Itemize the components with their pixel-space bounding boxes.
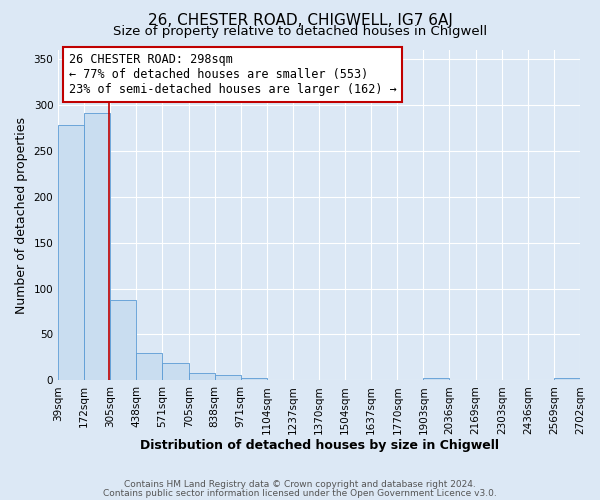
Bar — [136, 353, 163, 380]
Text: 26, CHESTER ROAD, CHIGWELL, IG7 6AJ: 26, CHESTER ROAD, CHIGWELL, IG7 6AJ — [148, 12, 452, 28]
Y-axis label: Number of detached properties: Number of detached properties — [15, 116, 28, 314]
Bar — [163, 363, 188, 380]
Bar — [110, 300, 136, 380]
Bar — [84, 114, 110, 380]
Bar — [58, 125, 84, 380]
Bar — [215, 375, 241, 380]
Bar — [554, 378, 580, 380]
X-axis label: Distribution of detached houses by size in Chigwell: Distribution of detached houses by size … — [140, 440, 499, 452]
Bar — [188, 373, 215, 380]
Text: Contains public sector information licensed under the Open Government Licence v3: Contains public sector information licen… — [103, 488, 497, 498]
Text: 26 CHESTER ROAD: 298sqm
← 77% of detached houses are smaller (553)
23% of semi-d: 26 CHESTER ROAD: 298sqm ← 77% of detache… — [68, 54, 397, 96]
Bar — [241, 378, 267, 380]
Text: Contains HM Land Registry data © Crown copyright and database right 2024.: Contains HM Land Registry data © Crown c… — [124, 480, 476, 489]
Bar — [424, 378, 449, 380]
Text: Size of property relative to detached houses in Chigwell: Size of property relative to detached ho… — [113, 25, 487, 38]
